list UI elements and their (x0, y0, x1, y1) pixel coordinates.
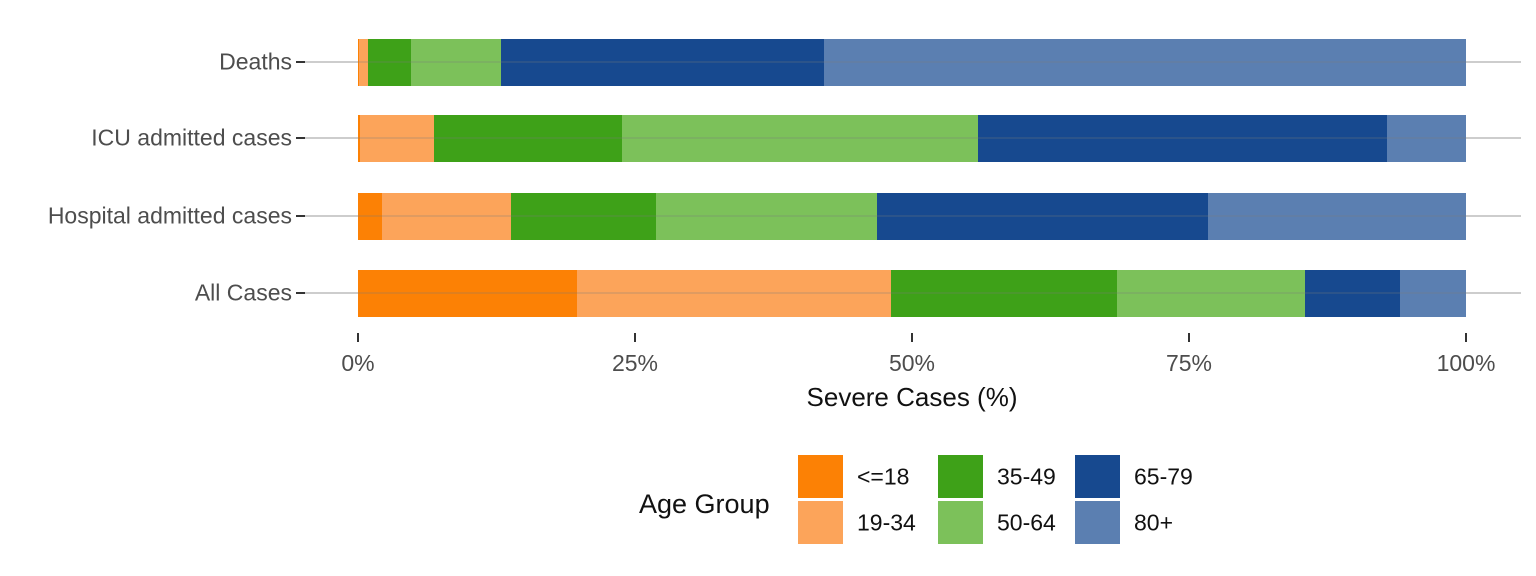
bar-segment-3549[interactable] (367, 38, 412, 86)
bar-segment-18[interactable] (358, 192, 383, 240)
legend-title: Age Group (639, 489, 770, 519)
bar-row (358, 38, 1466, 86)
x-axis-tick-label: 75% (1165, 350, 1213, 376)
legend-label: 19-34 (857, 509, 916, 536)
y-axis-label: Hospital admitted cases (47, 202, 292, 229)
bar-segment-5064[interactable] (621, 114, 979, 162)
y-gridline-overlay (305, 292, 1521, 294)
y-axis-tick (296, 61, 305, 63)
bar-segment-18[interactable] (358, 269, 578, 317)
bar-segment-6579[interactable] (978, 114, 1388, 162)
bar-segment-3549[interactable] (434, 114, 622, 162)
x-axis-tick (634, 333, 636, 342)
y-axis-tick (296, 215, 305, 217)
bar-segment-80+[interactable] (1387, 114, 1466, 162)
legend-swatch-5064[interactable] (938, 501, 983, 544)
bar-segment-5064[interactable] (656, 192, 877, 240)
y-axis-label: ICU admitted cases (91, 124, 292, 151)
legend-swatch-3549[interactable] (938, 455, 983, 498)
bar-segment-1934[interactable] (360, 114, 435, 162)
x-axis-tick (1465, 333, 1467, 342)
x-axis-tick-label: 50% (888, 350, 936, 376)
bar-segment-1934[interactable] (382, 192, 511, 240)
bar-segment-3549[interactable] (510, 192, 657, 240)
bar-row (358, 192, 1466, 240)
bar-row (358, 114, 1466, 162)
x-axis-tick (911, 333, 913, 342)
y-axis-tick (296, 137, 305, 139)
bar-segment-6579[interactable] (500, 38, 825, 86)
x-axis-tick (1188, 333, 1190, 342)
legend-label: 50-64 (997, 509, 1056, 536)
bar-segment-18[interactable] (358, 114, 361, 162)
legend-label: <=18 (857, 463, 910, 490)
y-axis-tick (296, 292, 305, 294)
x-axis-tick (357, 333, 359, 342)
bar-segment-80+[interactable] (1207, 192, 1466, 240)
legend-swatch-1934[interactable] (798, 501, 843, 544)
y-gridline-overlay (305, 215, 1521, 217)
bar-segment-5064[interactable] (1116, 269, 1306, 317)
legend-swatch-18[interactable] (798, 455, 843, 498)
y-gridline-overlay (305, 61, 1521, 63)
bar-row (358, 269, 1466, 317)
x-axis-tick-label: 25% (611, 350, 659, 376)
y-axis-label: All Cases (194, 279, 292, 306)
y-gridline-overlay (305, 137, 1521, 139)
bar-segment-5064[interactable] (411, 38, 501, 86)
bar-segment-80+[interactable] (824, 38, 1466, 86)
legend-label: 35-49 (997, 463, 1056, 490)
bar-segment-3549[interactable] (890, 269, 1117, 317)
bar-segment-6579[interactable] (1305, 269, 1400, 317)
bar-segment-6579[interactable] (876, 192, 1208, 240)
legend-label: 65-79 (1134, 463, 1193, 490)
bar-segment-1934[interactable] (359, 38, 368, 86)
x-axis-tick-label: 100% (1436, 350, 1496, 376)
x-axis-tick-label: 0% (341, 350, 375, 376)
y-axis-label: Deaths (219, 48, 292, 75)
legend-label: 80+ (1134, 509, 1174, 536)
bar-segment-1934[interactable] (577, 269, 891, 317)
bar-segment-18[interactable] (358, 38, 360, 86)
x-axis-title: Severe Cases (%) (806, 382, 1018, 412)
legend-swatch-80+[interactable] (1075, 501, 1120, 544)
bar-segment-80+[interactable] (1399, 269, 1466, 317)
legend-swatch-6579[interactable] (1075, 455, 1120, 498)
